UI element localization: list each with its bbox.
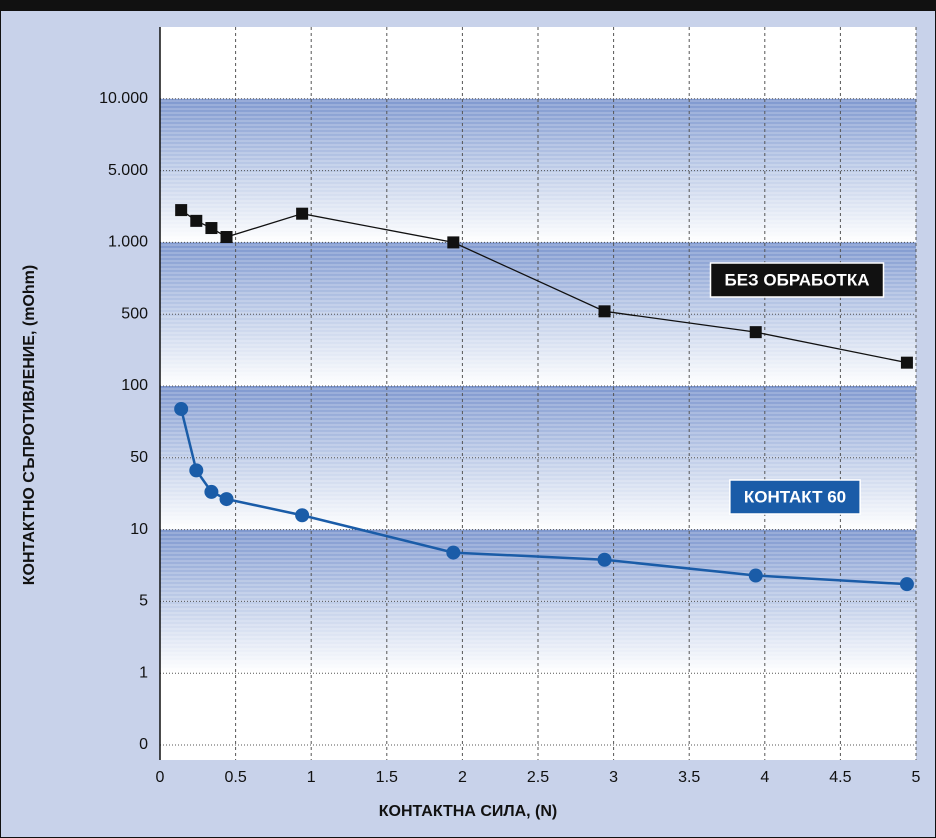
label-box [709, 262, 885, 298]
y-tick-label: 5 [139, 593, 148, 610]
point [597, 552, 612, 567]
y-tick-label: 1 [139, 664, 148, 681]
point [295, 508, 310, 523]
point [190, 214, 203, 227]
series-label: БЕЗ ОБРАБОТКА [725, 270, 870, 289]
y-axis-title: КОНТАКТНО СЪПРОТИВЛЕНИЕ, (mOhm) [21, 265, 38, 585]
point [220, 231, 233, 244]
point [219, 492, 234, 507]
point [899, 577, 914, 592]
y-tick-label: 10.000 [99, 90, 148, 107]
point [204, 484, 219, 499]
x-tick-label: 4 [760, 769, 769, 786]
y-tick-label: 50 [130, 449, 148, 466]
x-tick-label: 0 [156, 769, 165, 786]
point [189, 463, 204, 478]
x-tick-label: 0.5 [224, 769, 246, 786]
point [446, 545, 461, 560]
point [749, 326, 762, 339]
point [174, 401, 189, 416]
series-label-box: БЕЗ ОБРАБОТКА [709, 262, 885, 298]
series-label-box: КОНТАКТ 60 [729, 479, 861, 515]
x-tick-label: 2.5 [527, 769, 549, 786]
point [296, 207, 309, 220]
y-tick-label: 500 [121, 305, 148, 322]
point [447, 236, 460, 249]
header-bar [0, 0, 936, 11]
y-tick-label: 10 [130, 521, 148, 538]
x-tick-label: 3.5 [678, 769, 700, 786]
x-tick-label: 1.5 [376, 769, 398, 786]
y-tick-label: 100 [121, 377, 148, 394]
point [598, 305, 611, 318]
point [175, 204, 188, 217]
x-tick-label: 4.5 [829, 769, 851, 786]
point [900, 356, 913, 369]
x-tick-label: 1 [307, 769, 316, 786]
x-tick-label: 2 [458, 769, 467, 786]
series-label: КОНТАКТ 60 [744, 487, 846, 506]
y-tick-label: 0 [139, 736, 148, 753]
point [205, 222, 218, 235]
y-tick-label: 1.000 [108, 234, 148, 251]
x-axis-title: КОНТАКТНА СИЛА, (N) [379, 803, 558, 820]
point [748, 568, 763, 583]
x-tick-label: 3 [609, 769, 618, 786]
y-tick-label: 5.000 [108, 162, 148, 179]
label-box [729, 479, 861, 515]
x-tick-label: 5 [912, 769, 921, 786]
